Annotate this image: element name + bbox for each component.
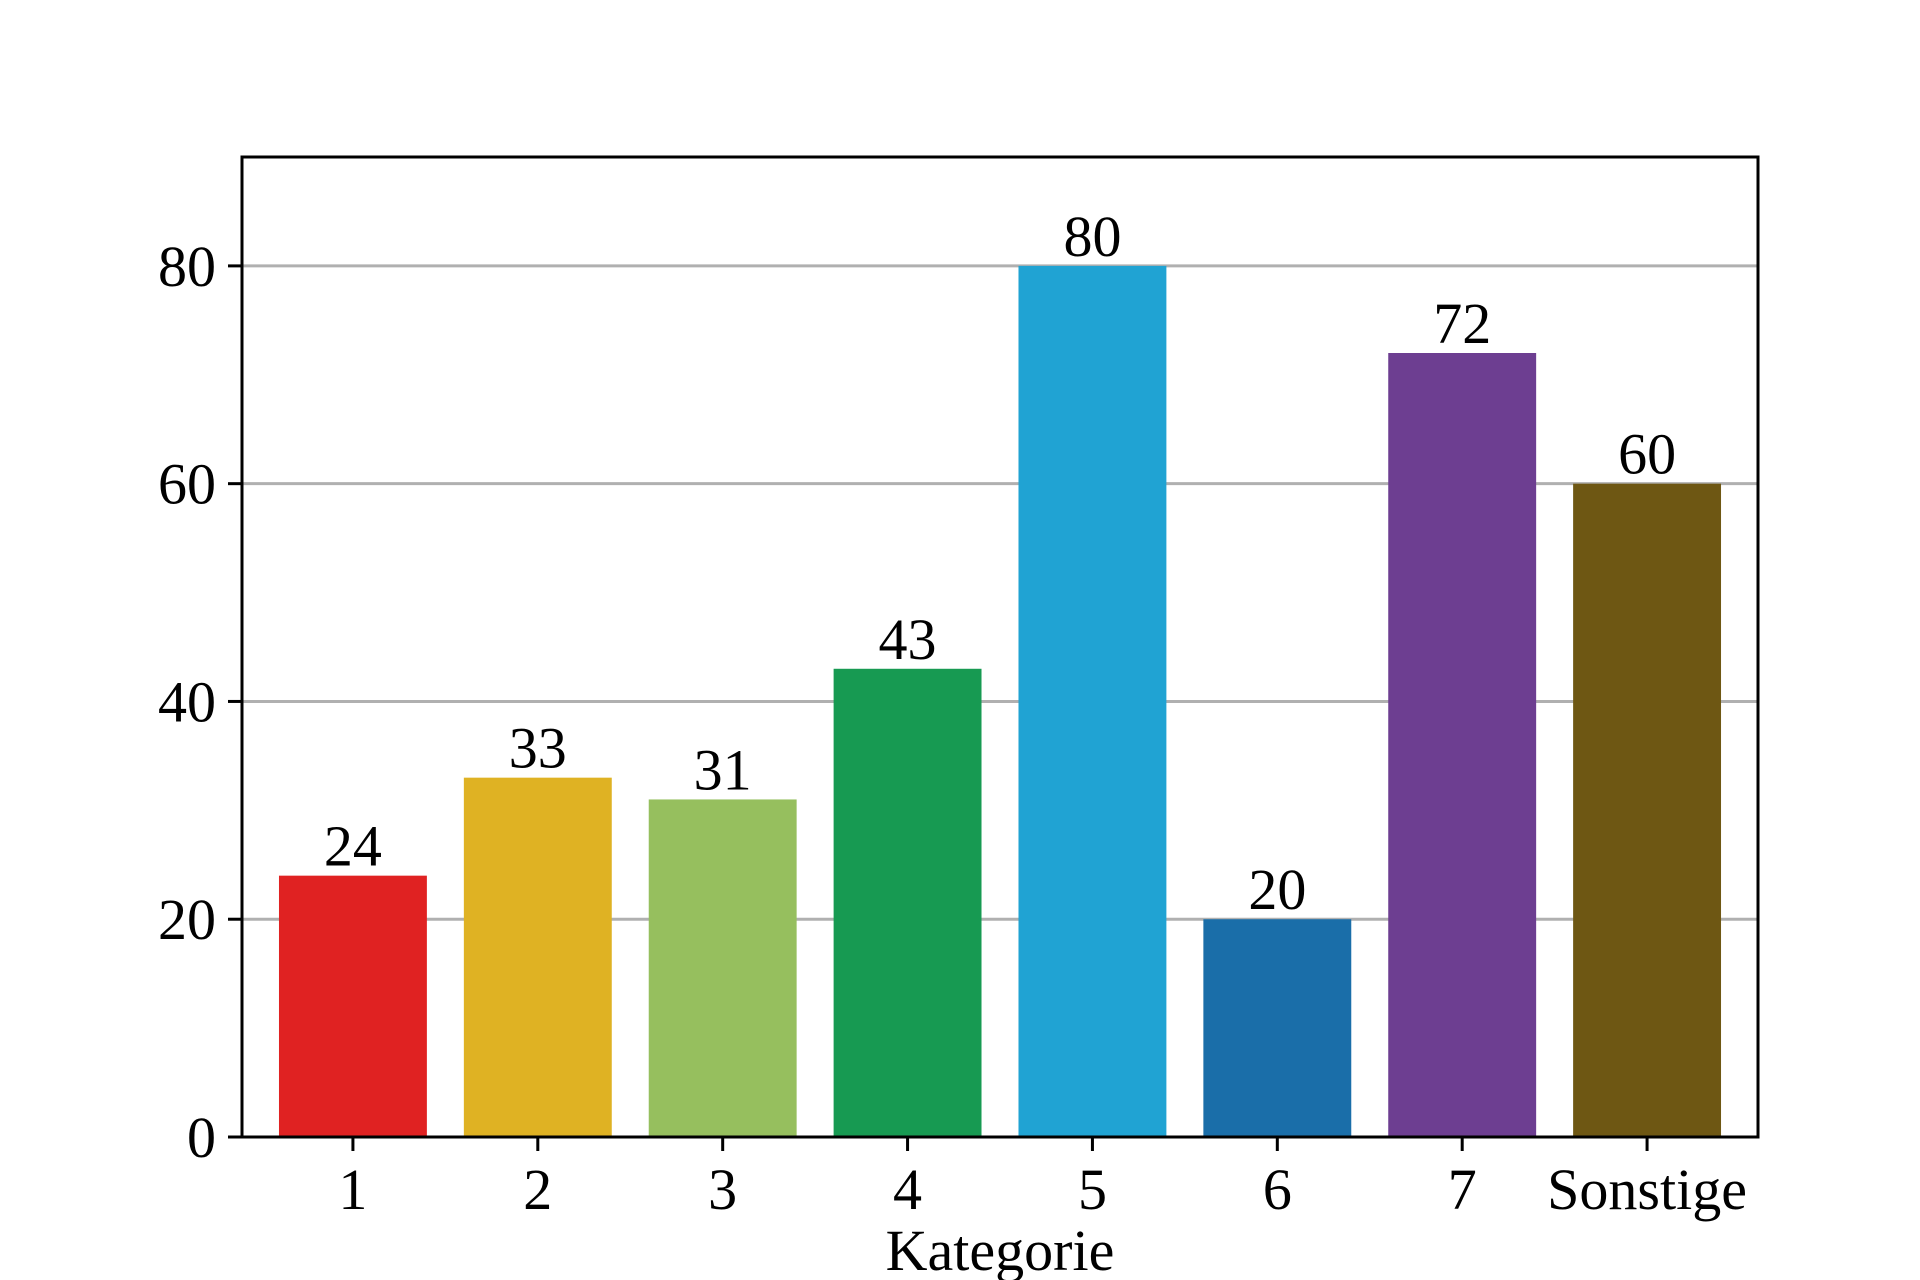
x-tick-label-7: 7 xyxy=(1448,1157,1477,1222)
y-tick-label-0: 0 xyxy=(187,1105,216,1170)
bars xyxy=(278,265,1722,1138)
x-tick-label-5: 5 xyxy=(1078,1157,1107,1222)
data-labels: 24 33 31 43 80 20 72 60 xyxy=(324,204,1676,922)
bar-7 xyxy=(1388,353,1537,1137)
bar-6 xyxy=(1203,919,1352,1137)
y-tick-label-60: 60 xyxy=(158,452,216,517)
y-axis-ticks: 0 20 40 60 80 xyxy=(158,234,242,1170)
x-tick-label-1: 1 xyxy=(338,1157,367,1222)
x-tick-label-4: 4 xyxy=(893,1157,922,1222)
bar-1 xyxy=(278,875,427,1137)
data-label-7: 72 xyxy=(1433,291,1491,356)
bar-2 xyxy=(463,777,612,1137)
bar-3 xyxy=(648,799,797,1137)
x-axis-ticks: 1 2 3 4 5 6 7 Sonstige xyxy=(338,1137,1747,1222)
y-tick-label-20: 20 xyxy=(158,887,216,952)
data-label-4: 43 xyxy=(879,607,937,672)
x-axis-label: Kategorie xyxy=(886,1218,1115,1280)
data-label-1: 24 xyxy=(324,814,382,879)
data-label-2: 33 xyxy=(509,716,567,781)
bar-5 xyxy=(1018,265,1167,1137)
plot-frame xyxy=(240,155,1760,1139)
data-label-5: 80 xyxy=(1063,204,1121,269)
x-tick-label-2: 2 xyxy=(523,1157,552,1222)
bar-4 xyxy=(833,668,982,1137)
x-tick-label-3: 3 xyxy=(708,1157,737,1222)
y-tick-label-40: 40 xyxy=(158,669,216,734)
bar-Sonstige xyxy=(1573,483,1722,1138)
data-label-Sonstige: 60 xyxy=(1618,422,1676,487)
y-tick-label-80: 80 xyxy=(158,234,216,299)
x-tick-label-6: 6 xyxy=(1263,1157,1292,1222)
data-label-3: 31 xyxy=(694,737,752,802)
data-label-6: 20 xyxy=(1248,857,1306,922)
x-tick-label-Sonstige: Sonstige xyxy=(1547,1157,1747,1222)
